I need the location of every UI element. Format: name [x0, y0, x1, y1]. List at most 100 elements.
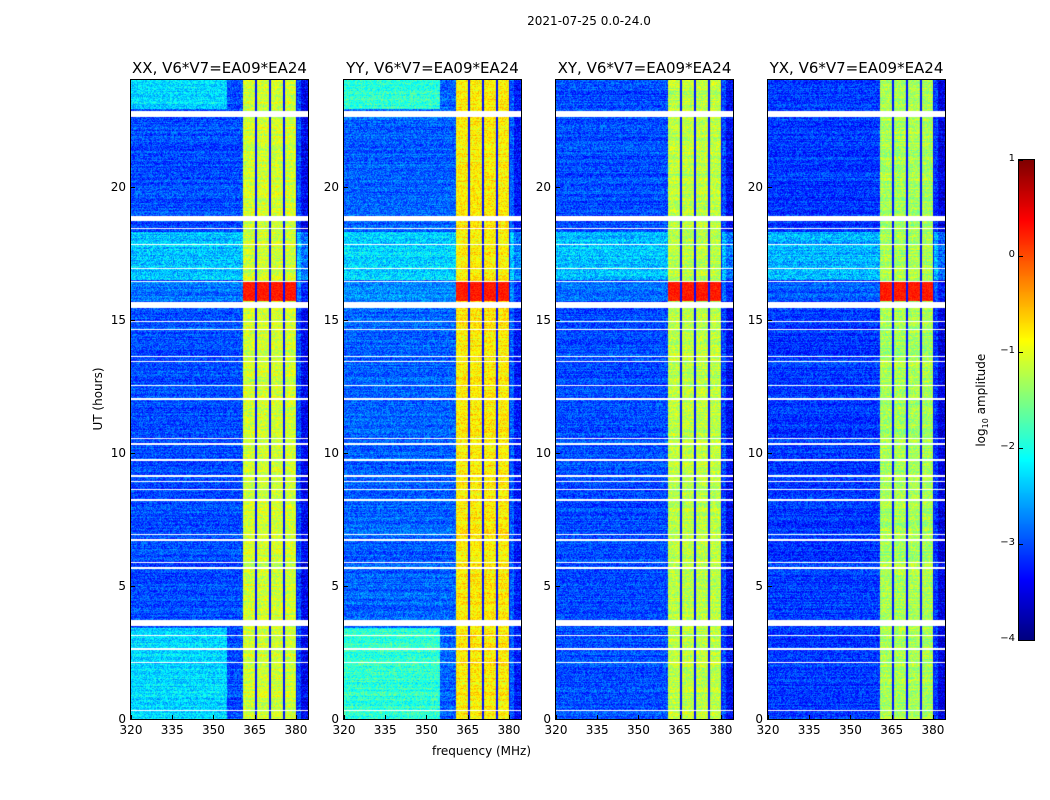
y-tick-label: 15: [535, 312, 551, 327]
panel-title-xx: XX, V6*V7=EA09*EA24: [132, 59, 307, 77]
y-tick-label: 20: [535, 179, 551, 194]
colorbar-tick-mark: [1019, 160, 1023, 161]
x-tick-label: 365: [243, 723, 267, 737]
x-tick-label: 365: [456, 723, 480, 737]
x-tick-label: 350: [415, 723, 438, 737]
y-tick-label: 5: [755, 578, 763, 593]
x-tick-mark: [508, 715, 510, 719]
colorbar-gradient: [1019, 160, 1034, 640]
colorbar-tick-mark: [1019, 640, 1023, 641]
y-tick-mark: [131, 186, 135, 188]
waterfall-heatmap-yy: [344, 80, 521, 719]
x-tick-mark: [720, 715, 722, 719]
y-tick-label: 20: [323, 179, 339, 194]
y-tick-mark: [768, 719, 772, 720]
x-tick-label: 320: [332, 723, 356, 737]
y-tick-mark: [131, 319, 135, 321]
colorbar-tick-label: 1: [1008, 153, 1015, 164]
y-tick-label: 15: [110, 312, 126, 327]
x-tick-label: 335: [160, 723, 184, 737]
x-tick-label: 380: [921, 723, 945, 737]
x-tick-label: 335: [585, 723, 609, 737]
y-tick-label: 15: [747, 312, 763, 327]
y-tick-label: 5: [543, 578, 551, 593]
y-tick-mark: [556, 319, 560, 321]
y-tick-label: 20: [747, 179, 763, 194]
x-tick-mark: [850, 715, 852, 719]
colorbar-label: log10 amplitude: [974, 350, 990, 450]
x-tick-label: 335: [797, 723, 821, 737]
y-tick-mark: [131, 719, 135, 720]
panel-yx: [767, 79, 946, 720]
x-tick-label: 350: [839, 723, 862, 737]
x-tick-mark: [679, 715, 681, 719]
y-tick-mark: [344, 585, 348, 587]
y-tick-mark: [131, 452, 135, 454]
figure-title: 2021-07-25 0.0-24.0: [527, 14, 651, 28]
waterfall-heatmap-xx: [131, 80, 308, 719]
x-tick-label: 365: [668, 723, 692, 737]
y-tick-label: 5: [331, 578, 339, 593]
colorbar-label-sub: 10: [981, 418, 991, 429]
x-tick-mark: [597, 715, 599, 719]
x-tick-mark: [467, 715, 469, 719]
x-tick-label: 350: [202, 723, 225, 737]
x-tick-mark: [891, 715, 893, 719]
x-tick-mark: [426, 715, 428, 719]
y-tick-label: 0: [755, 712, 763, 726]
y-tick-mark: [556, 452, 560, 454]
colorbar: [1018, 159, 1035, 641]
panel-title-xy: XY, V6*V7=EA09*EA24: [557, 59, 732, 77]
y-tick-label: 10: [110, 445, 126, 460]
x-tick-mark: [932, 715, 934, 719]
y-tick-label: 5: [118, 578, 126, 593]
y-tick-label: 0: [118, 712, 126, 726]
y-tick-label: 10: [747, 445, 763, 460]
x-tick-label: 335: [373, 723, 397, 737]
y-tick-mark: [344, 319, 348, 321]
y-tick-mark: [344, 186, 348, 188]
y-tick-label: 0: [543, 712, 551, 726]
x-tick-mark: [172, 715, 174, 719]
colorbar-tick-label: −3: [1000, 537, 1015, 548]
x-tick-mark: [295, 715, 297, 719]
panel-xy: [555, 79, 734, 720]
waterfall-heatmap-xy: [556, 80, 733, 719]
x-tick-label: 320: [756, 723, 780, 737]
x-tick-mark: [254, 715, 256, 719]
x-tick-label: 380: [709, 723, 733, 737]
x-tick-mark: [385, 715, 387, 719]
x-tick-label: 320: [119, 723, 143, 737]
y-axis-label: UT (hours): [91, 367, 105, 431]
x-tick-mark: [809, 715, 811, 719]
panel-title-yy: YY, V6*V7=EA09*EA24: [346, 59, 519, 77]
panel-yy: [343, 79, 522, 720]
panel-title-yx: YX, V6*V7=EA09*EA24: [769, 59, 944, 77]
colorbar-tick-mark: [1019, 544, 1023, 545]
x-tick-label: 350: [627, 723, 650, 737]
x-tick-label: 380: [497, 723, 521, 737]
y-tick-label: 20: [110, 179, 126, 194]
x-tick-mark: [638, 715, 640, 719]
colorbar-label-rest: amplitude: [973, 353, 988, 419]
x-tick-label: 320: [544, 723, 568, 737]
x-tick-mark: [768, 715, 769, 719]
x-tick-label: 380: [284, 723, 308, 737]
y-tick-mark: [768, 319, 772, 321]
y-tick-mark: [768, 186, 772, 188]
colorbar-tick-mark: [1019, 448, 1023, 449]
y-tick-mark: [768, 585, 772, 587]
y-tick-label: 10: [535, 445, 551, 460]
x-tick-mark: [213, 715, 215, 719]
y-tick-mark: [131, 585, 135, 587]
waterfall-heatmap-yx: [768, 80, 945, 719]
colorbar-tick-label: −4: [1000, 633, 1015, 644]
y-tick-mark: [344, 719, 348, 720]
y-tick-mark: [556, 585, 560, 587]
x-tick-label: 365: [880, 723, 904, 737]
y-tick-label: 10: [323, 445, 339, 460]
y-tick-mark: [768, 452, 772, 454]
panel-xx: [130, 79, 309, 720]
x-tick-mark: [344, 715, 345, 719]
